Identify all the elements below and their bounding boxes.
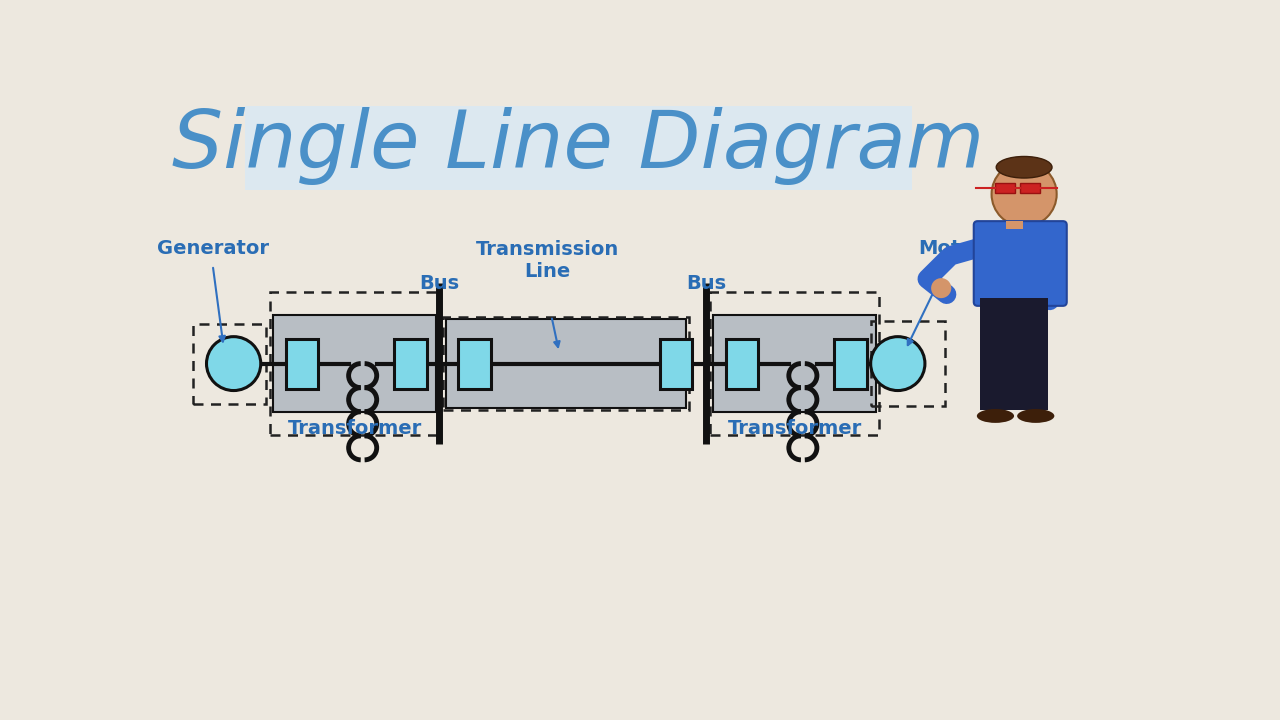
Text: Bus: Bus [419, 274, 460, 292]
Bar [443, 318, 690, 410]
Bar [1020, 183, 1039, 193]
Text: Transformer: Transformer [288, 419, 421, 438]
Bar [710, 292, 879, 435]
Circle shape [206, 337, 261, 390]
Bar [726, 338, 758, 389]
Ellipse shape [1018, 409, 1055, 423]
Bar [192, 323, 266, 404]
Text: Generator: Generator [156, 238, 269, 258]
Text: Motor: Motor [918, 238, 983, 258]
FancyBboxPatch shape [246, 106, 911, 190]
Bar [660, 338, 692, 389]
FancyBboxPatch shape [974, 221, 1066, 306]
Bar [285, 338, 319, 389]
Text: Bus: Bus [686, 274, 727, 292]
Bar [1014, 298, 1048, 410]
Bar [872, 321, 945, 406]
Text: Transformer: Transformer [727, 419, 861, 438]
Circle shape [931, 278, 951, 298]
Bar [394, 338, 426, 389]
Bar [996, 183, 1015, 193]
Text: Single Line Diagram: Single Line Diagram [173, 107, 984, 186]
Ellipse shape [996, 156, 1052, 178]
Bar [1006, 221, 1023, 229]
Bar [270, 292, 439, 435]
Bar [445, 320, 686, 408]
Ellipse shape [977, 409, 1014, 423]
Bar [273, 315, 436, 412]
Text: Transmission
Line: Transmission Line [476, 240, 620, 281]
Bar [458, 338, 492, 389]
Bar [835, 338, 867, 389]
Bar [980, 298, 1015, 410]
Circle shape [992, 162, 1057, 227]
Circle shape [870, 337, 925, 390]
Bar [713, 315, 876, 412]
